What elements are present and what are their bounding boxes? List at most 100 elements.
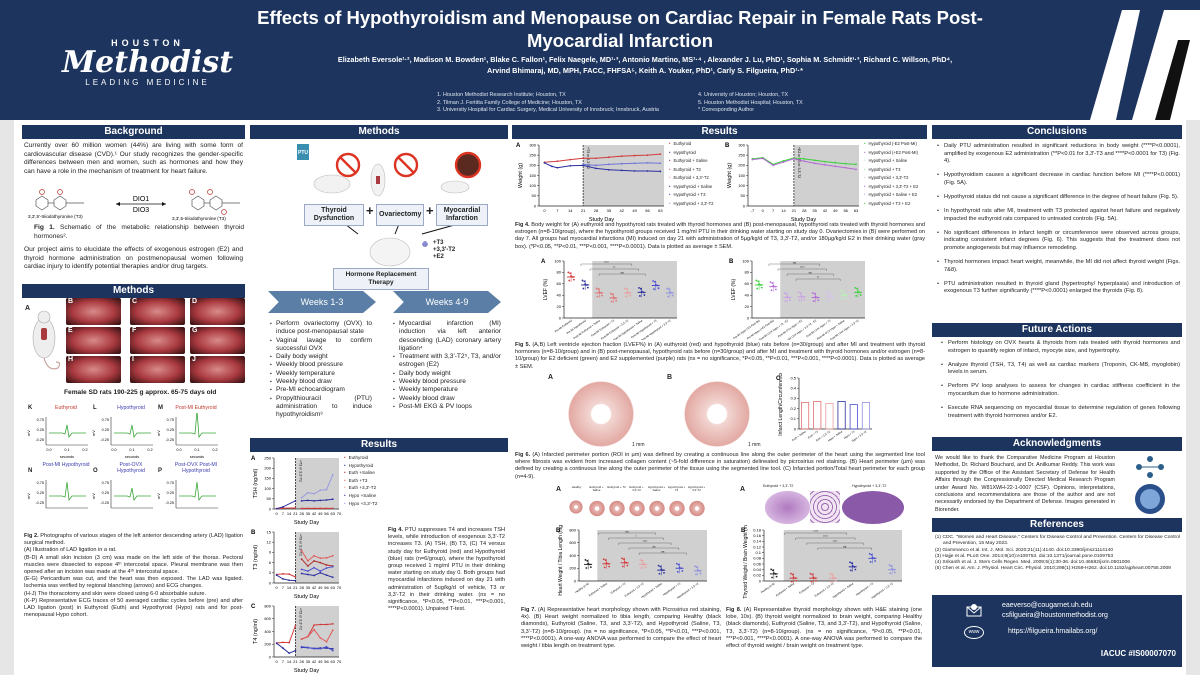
email-link-2[interactable]: csfilgueira@houstonmethodist.org <box>1002 612 1108 619</box>
email-link-1[interactable]: eaeverso@cougarnet.uh.edu <box>1002 602 1093 609</box>
data-point <box>567 271 570 274</box>
poster-body-frame <box>0 120 1200 675</box>
data-point <box>657 564 660 567</box>
data-point <box>824 164 826 166</box>
y-axis-label: T3 (ng/ml) <box>253 545 259 570</box>
ecg-waveform <box>179 413 216 439</box>
fig8-thyroid-euthyroid <box>765 491 810 524</box>
legend-marker: • <box>344 462 346 468</box>
data-point <box>834 161 837 164</box>
heart-section-image <box>628 500 646 517</box>
legend-item: • Hypothyroid + 3,3'-T2 <box>669 200 714 209</box>
surgery-photo: G <box>190 327 245 354</box>
data-point <box>622 558 625 561</box>
ecg-panel-title: Post-OVX Hypothyroid <box>117 462 145 474</box>
data-point <box>331 622 334 625</box>
data-point <box>331 647 334 650</box>
data-point <box>313 624 315 627</box>
category-label: Post-MI OVX Hypo + T3 <box>805 318 831 338</box>
data-point <box>834 579 837 582</box>
panel-label: A <box>541 259 546 265</box>
data-point <box>699 572 702 575</box>
website-link[interactable]: https://filgueira.hmailabs.org/ <box>1008 628 1098 635</box>
ecg-waveform <box>114 424 151 438</box>
data-point <box>646 154 649 157</box>
fig8-caption: Fig 8. (A) Representative thyroid morpho… <box>726 607 922 650</box>
x-axis-label: Study Day <box>589 217 615 222</box>
ecg-x-tick: 0.0 <box>176 448 181 452</box>
panel-label: C <box>776 376 781 382</box>
y-tick-label: 200 <box>738 163 745 168</box>
ptu-label: PTU <box>298 150 308 156</box>
fig8-label: Fig 8. <box>726 607 742 613</box>
x-tick-label: 7 <box>282 659 285 664</box>
data-point <box>583 280 586 283</box>
x-tick-label: 21 <box>293 585 298 590</box>
y-tick-label: 0.1 <box>755 550 761 555</box>
data-point <box>595 167 597 170</box>
ecg-y-tick: 0.75 <box>37 418 44 422</box>
data-point <box>680 567 683 570</box>
fig7-caption: Fig 7. (A) Representative heart morpholo… <box>521 607 721 650</box>
weeks-1-3-list: Perform ovariectomy (OVX) to induce post… <box>270 320 372 420</box>
y-tick-label: 0 <box>747 315 750 320</box>
significance-bracket <box>638 552 687 555</box>
data-point <box>633 162 636 165</box>
legend-item: • Hypo +Saline <box>344 492 377 500</box>
data-point <box>604 559 607 562</box>
data-point <box>662 569 664 572</box>
data-point <box>543 161 546 164</box>
panel-label: B <box>729 259 734 265</box>
ecg-x-tick: 0.0 <box>111 448 116 452</box>
data-point <box>810 580 813 583</box>
affiliation: 4. University of Houston; Houston, TX <box>698 92 789 98</box>
data-point <box>319 570 322 572</box>
data-point <box>761 157 764 160</box>
y-tick-label: 9 <box>269 550 272 555</box>
treatment-list: +T3 +3,3'-T2 +E2 <box>433 240 456 260</box>
ecg-x-tick: 0.0 <box>46 448 51 452</box>
list-item: Weekly blood pressure <box>270 361 372 370</box>
y-tick-label: 0 <box>559 315 562 320</box>
heart-section-image <box>648 500 666 517</box>
series-line-euth-t3 <box>301 550 333 562</box>
data-point <box>853 565 856 568</box>
data-point <box>826 299 829 301</box>
fig4-caption: Fig 4. Body weight for (A) euthyroid and… <box>515 222 925 251</box>
data-point <box>585 567 588 569</box>
data-point <box>568 279 571 282</box>
list-item: Thyroid hormones impact heart weight, me… <box>936 259 1180 274</box>
data-point <box>790 580 793 583</box>
list-item: Daily body weight <box>270 353 372 362</box>
conclusions-list: Daily PTU administration resulted in sig… <box>936 143 1180 302</box>
y-tick-label: 60 <box>557 281 562 286</box>
y-tick-label: 20 <box>745 304 750 309</box>
y-tick-label: 0.18 <box>753 527 762 532</box>
x-tick-label: 42 <box>823 208 828 213</box>
reference-item: (4) Srikanth et al. J. Stem Cells Regen.… <box>935 560 1130 566</box>
legend-item: • Hypothyroid <box>669 149 714 158</box>
data-point <box>845 297 848 299</box>
data-point <box>556 160 559 163</box>
x-tick-label: 14 <box>287 585 292 590</box>
y-tick-label: 100 <box>264 486 271 491</box>
data-point <box>677 563 680 566</box>
thyroid-hormone-structures: DIO1 DIO3 3,3',5'-triiodothyronine (T3) … <box>28 189 240 221</box>
legend-label: Euthyroid + Saline <box>673 158 708 163</box>
x-tick-label: 7 <box>772 208 775 213</box>
data-point <box>325 623 328 626</box>
series-line-hypo-3-3-t2 <box>301 474 334 499</box>
legend-marker: • <box>864 141 866 146</box>
legend-label: Hypothyroid + T3 <box>673 192 706 197</box>
y-tick-label: 300 <box>529 142 536 147</box>
x-tick-label: 56 <box>324 659 329 664</box>
data-point <box>795 579 798 582</box>
photo-label: G <box>192 327 198 334</box>
data-point <box>797 291 800 294</box>
tsh-chart: +T3 or 3,3'-T2 0 50 100 150 200 250 TSH (ng/ml)… <box>251 455 342 525</box>
data-point <box>658 572 661 575</box>
data-point <box>659 565 662 568</box>
data-point <box>817 299 820 302</box>
fig5-label: Fig 5. <box>515 342 531 348</box>
category-label: Post-MI Hypothyroid + T3 <box>630 318 658 339</box>
